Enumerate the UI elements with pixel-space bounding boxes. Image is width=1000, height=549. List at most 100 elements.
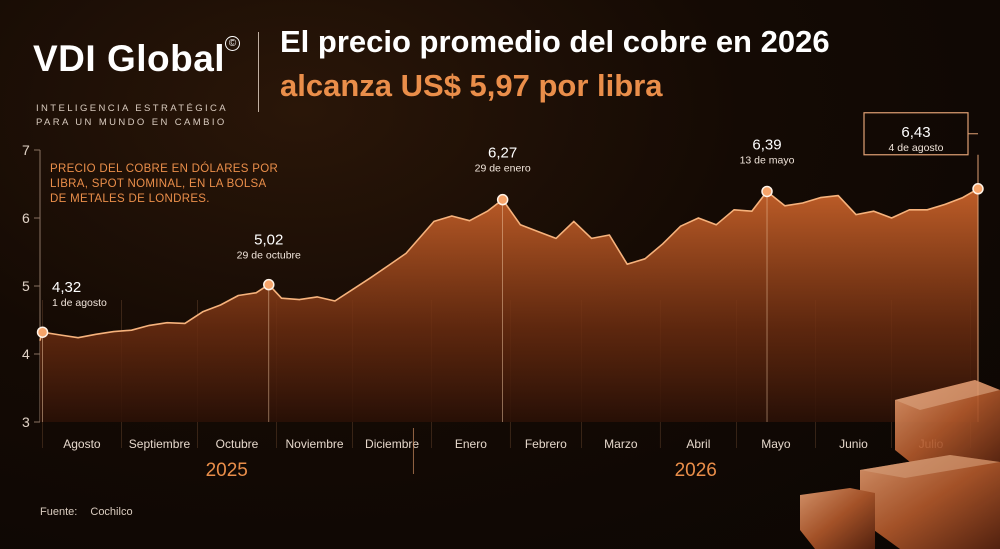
title: El precio promedio del cobre en 2026 [280,24,830,59]
data-point [962,197,964,199]
data-point [166,322,168,324]
y-tick-label: 7 [22,142,30,158]
tagline-line-1: INTELIGENCIA ESTRATÉGICA [36,103,229,114]
price-area [40,188,978,422]
x-tick-label: Marzo [604,437,638,451]
chart-note: PRECIO DEL COBRE EN DÓLARES POR LIBRA, S… [50,163,279,205]
data-point [219,304,222,306]
data-point [944,203,946,205]
data-point [855,214,857,216]
data-point [644,258,646,260]
data-point [591,237,593,239]
source: Fuente: Cochilco [40,506,143,518]
data-point [819,197,821,199]
data-point [486,210,488,212]
data-point [184,322,186,324]
data-point [573,220,575,222]
data-point [202,311,204,313]
annotation-value: 6,39 [752,136,781,153]
x-tick-label: Septiembre [129,437,191,451]
copper-bars-decoration [800,380,1000,549]
data-point [802,202,804,204]
data-point [334,300,336,302]
data-point [837,194,839,197]
annotation-date: 29 de enero [475,163,531,175]
data-point [537,231,539,233]
x-tick-label: Diciembre [365,437,419,451]
data-point [280,297,283,299]
annotation-value: 4,32 [52,279,81,296]
annotation-value: 6,43 [901,124,930,141]
annotation-date: 29 de octubre [237,250,301,262]
y-tick-label: 4 [22,346,30,362]
data-point [255,292,257,294]
x-tick-label: Junio [839,437,868,451]
annotation-date: 1 de agosto [52,297,107,309]
data-point [77,337,79,339]
data-point [39,339,41,341]
annotation-marker [263,278,275,291]
data-point [113,330,115,333]
data-point [352,288,354,290]
data-point [626,263,628,265]
y-tick-label: 5 [22,278,30,294]
x-tick-label: Febrero [525,437,567,451]
data-point [679,225,682,227]
annotation-date: 4 de agosto [889,142,944,154]
data-point [387,265,389,267]
data-point [873,210,875,212]
data-point [148,324,150,327]
data-point [926,209,928,211]
data-point [751,210,753,212]
data-point [433,220,435,222]
data-point [555,237,557,239]
data-point [316,296,318,298]
area-layer [39,188,979,422]
y-tick-label: 3 [22,414,30,430]
data-point [95,333,97,335]
data-point [784,205,786,207]
data-point [237,294,239,297]
data-point [733,209,735,211]
data-point [890,217,893,219]
x-tick-label: Mayo [761,437,791,451]
source-label: Fuente: [40,506,78,518]
y-tick-label: 6 [22,210,30,226]
logo: VDI Global © [33,36,240,80]
data-point [715,224,717,226]
x-tick-label: Noviembre [286,437,344,451]
x-tick-label: Octubre [216,437,259,451]
annotation-marker [761,185,773,198]
year-label: 2026 [675,460,717,481]
data-point [451,215,453,217]
logo-text: VDI Global [33,38,226,79]
data-point [405,252,407,254]
copyright-icon: © [225,36,240,51]
year-label: 2025 [206,460,248,481]
data-point [908,209,910,211]
subtitle: alcanza US$ 5,97 por libra [280,68,663,103]
annotation-value: 5,02 [254,232,283,249]
x-tick-label: Enero [455,437,487,451]
annotation-value: 6,27 [488,145,517,162]
data-point [369,277,372,279]
source-value: Cochilco [90,506,133,518]
annotation-marker [496,193,509,206]
data-point [519,224,522,226]
annotation-marker [36,326,49,338]
header-divider [258,32,259,112]
x-tick-label: Agosto [63,437,101,451]
data-point [468,220,471,222]
annotation-marker [972,183,984,195]
data-point [662,243,664,245]
tagline-line-2: PARA UN MUNDO EN CAMBIO [36,117,227,128]
data-point [130,329,133,331]
data-point [298,299,300,301]
data-point [697,217,699,219]
annotation-date: 13 de mayo [740,154,795,166]
x-tick-label: Abril [686,437,710,451]
data-point [608,234,611,236]
data-point [59,334,61,336]
